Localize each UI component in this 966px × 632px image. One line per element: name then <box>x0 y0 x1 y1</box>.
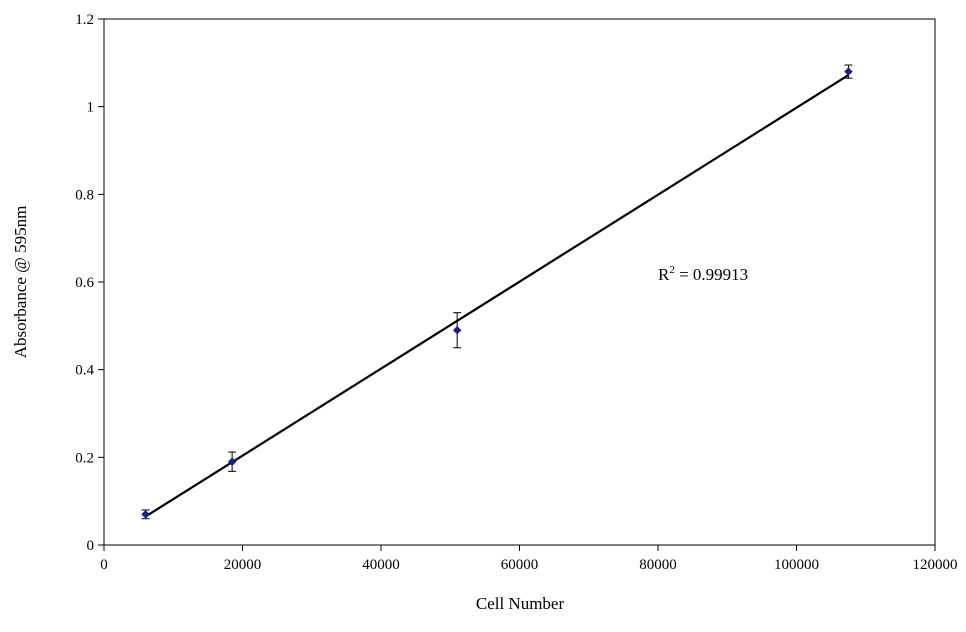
x-tick-label: 40000 <box>362 557 400 573</box>
x-axis-title: Cell Number <box>476 594 565 613</box>
x-tick-label: 100000 <box>774 557 819 573</box>
y-tick-label: 1.2 <box>75 12 94 28</box>
data-point-marker <box>227 457 237 467</box>
y-tick-label: 1 <box>87 100 95 116</box>
data-point-marker <box>141 509 150 519</box>
r-squared-base: R <box>658 265 670 284</box>
r-squared-superscript: 2 <box>669 264 675 276</box>
data-point-group <box>452 312 462 349</box>
x-tick-label: 60000 <box>501 557 539 573</box>
data-point-group <box>227 451 237 472</box>
x-tick-label: 120000 <box>913 557 958 573</box>
y-tick-label: 0.6 <box>75 275 94 291</box>
data-point-group <box>141 509 150 520</box>
y-axis-ticks: 0 0.2 0.4 0.6 0.8 1 1.2 <box>75 12 104 554</box>
r-squared-annotation: R2 = 0.99913 <box>658 264 748 284</box>
y-tick-label: 0.4 <box>75 363 94 379</box>
data-point-group <box>844 64 853 79</box>
data-points <box>141 64 853 520</box>
x-tick-label: 20000 <box>224 557 262 573</box>
trendline <box>144 74 850 518</box>
data-point-marker <box>844 67 853 76</box>
y-tick-label: 0 <box>87 538 95 554</box>
y-tick-label: 0.2 <box>75 450 94 466</box>
x-tick-label: 80000 <box>639 557 677 573</box>
data-point-marker <box>452 325 462 335</box>
y-tick-label: 0.8 <box>75 187 94 203</box>
x-axis-ticks: 0 20000 40000 60000 80000 100000 120000 <box>100 545 958 573</box>
r-squared-value: = 0.99913 <box>675 265 748 284</box>
x-tick-label: 0 <box>100 557 108 573</box>
y-axis-title: Absorbance @ 595nm <box>11 206 30 359</box>
